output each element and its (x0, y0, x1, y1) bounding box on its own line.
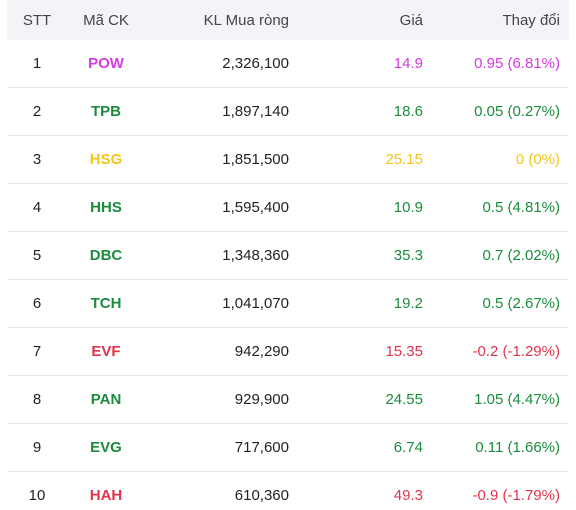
header-stt[interactable]: STT (22, 11, 52, 29)
row-stt: 9 (32, 439, 42, 456)
row-stock-code[interactable]: HAH (89, 487, 123, 504)
table-row[interactable]: 1 POW 2,326,100 14.9 0.95 (6.81%) (7, 40, 569, 88)
row-stock-code[interactable]: EVF (91, 343, 121, 360)
table-header: STT Mã CK KL Mua ròng Giá Thay đổi (7, 0, 569, 40)
header-ma-ck[interactable]: Mã CK (83, 11, 129, 29)
header-gia[interactable]: Giá (399, 11, 423, 29)
table-row[interactable]: 7 EVF 942,290 15.35 -0.2 (-1.29%) (7, 328, 569, 376)
row-change: -0.2 (-1.29%) (472, 343, 560, 360)
row-stock-code[interactable]: HSG (89, 151, 123, 168)
table-row[interactable]: 2 TPB 1,897,140 18.6 0.05 (0.27%) (7, 88, 569, 136)
row-price: 18.6 (393, 103, 423, 120)
row-net-buy-volume: 610,360 (234, 487, 289, 504)
row-change: 0.5 (4.81%) (482, 199, 560, 216)
row-stt: 3 (32, 151, 42, 168)
row-stt: 1 (32, 55, 42, 72)
row-price: 19.2 (393, 295, 423, 312)
table-row[interactable]: 10 HAH 610,360 49.3 -0.9 (-1.79%) (7, 472, 569, 510)
row-net-buy-volume: 1,851,500 (222, 151, 289, 168)
row-price: 24.55 (385, 391, 423, 408)
row-stt: 5 (32, 247, 42, 264)
row-price: 25.15 (385, 151, 423, 168)
row-stt: 8 (32, 391, 42, 408)
row-change: 0.11 (1.66%) (475, 439, 560, 456)
row-stock-code[interactable]: TCH (90, 295, 122, 312)
table-row[interactable]: 5 DBC 1,348,360 35.3 0.7 (2.02%) (7, 232, 569, 280)
row-stock-code[interactable]: TPB (91, 103, 121, 120)
row-net-buy-volume: 1,348,360 (222, 247, 289, 264)
row-price: 10.9 (393, 199, 423, 216)
row-net-buy-volume: 717,600 (234, 439, 289, 456)
row-price: 49.3 (393, 487, 423, 504)
row-change: 0 (0%) (515, 151, 560, 168)
row-net-buy-volume: 1,041,070 (222, 295, 289, 312)
row-change: 0.5 (2.67%) (482, 295, 560, 312)
row-net-buy-volume: 929,900 (234, 391, 289, 408)
row-net-buy-volume: 1,897,140 (222, 103, 289, 120)
row-price: 15.35 (385, 343, 423, 360)
net-buy-table: STT Mã CK KL Mua ròng Giá Thay đổi 1 POW 2… (7, 0, 569, 510)
row-stock-code[interactable]: EVG (90, 439, 122, 456)
row-price: 6.74 (393, 439, 423, 456)
row-stt: 10 (28, 487, 46, 504)
row-change: -0.9 (-1.79%) (472, 487, 560, 504)
table-row[interactable]: 4 HHS 1,595,400 10.9 0.5 (4.81%) (7, 184, 569, 232)
row-stock-code[interactable]: POW (88, 55, 124, 72)
table-row[interactable]: 6 TCH 1,041,070 19.2 0.5 (2.67%) (7, 280, 569, 328)
table-row[interactable]: 9 EVG 717,600 6.74 0.11 (1.66%) (7, 424, 569, 472)
header-thay-doi[interactable]: Thay đổi (502, 11, 560, 29)
row-stt: 7 (32, 343, 42, 360)
row-stt: 6 (32, 295, 42, 312)
row-net-buy-volume: 1,595,400 (222, 199, 289, 216)
table-row[interactable]: 8 PAN 929,900 24.55 1.05 (4.47%) (7, 376, 569, 424)
table-body: 1 POW 2,326,100 14.9 0.95 (6.81%) 2 TPB 1,897,1… (7, 40, 569, 510)
row-change: 0.7 (2.02%) (482, 247, 560, 264)
row-stock-code[interactable]: PAN (90, 391, 122, 408)
header-kl-mua-rong[interactable]: KL Mua ròng (203, 11, 289, 29)
row-stt: 2 (32, 103, 42, 120)
row-change: 0.05 (0.27%) (474, 103, 560, 120)
row-net-buy-volume: 2,326,100 (222, 55, 289, 72)
row-change: 1.05 (4.47%) (474, 391, 560, 408)
row-stt: 4 (32, 199, 42, 216)
row-stock-code[interactable]: DBC (89, 247, 123, 264)
row-change: 0.95 (6.81%) (474, 55, 560, 72)
table-row[interactable]: 3 HSG 1,851,500 25.15 0 (0%) (7, 136, 569, 184)
row-net-buy-volume: 942,290 (234, 343, 289, 360)
row-stock-code[interactable]: HHS (90, 199, 122, 216)
row-price: 14.9 (393, 55, 423, 72)
row-price: 35.3 (393, 247, 423, 264)
